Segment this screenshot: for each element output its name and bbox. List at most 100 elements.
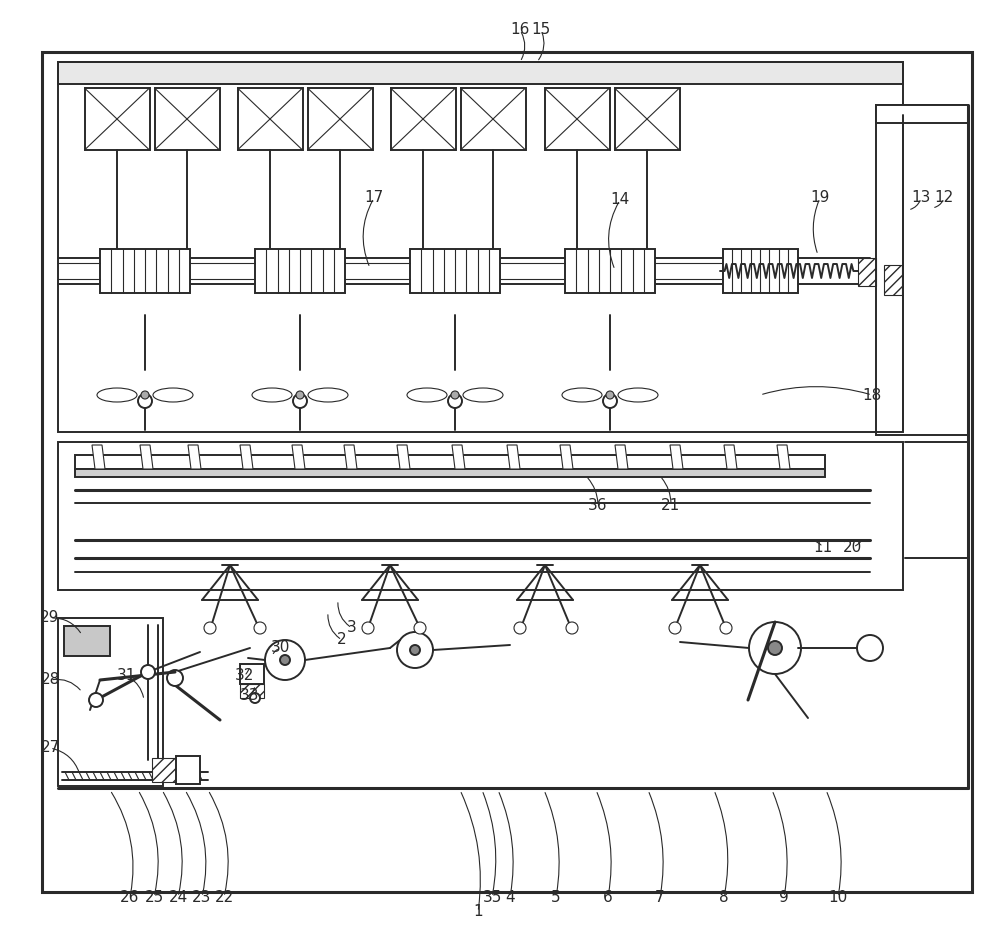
Circle shape: [362, 622, 374, 634]
Bar: [75, 455, 825, 469]
Polygon shape: [777, 445, 790, 469]
Text: 19: 19: [810, 191, 830, 205]
Ellipse shape: [463, 388, 503, 402]
Circle shape: [603, 394, 617, 408]
Bar: [176, 756, 200, 784]
Circle shape: [204, 622, 216, 634]
Text: 2: 2: [337, 632, 347, 647]
Ellipse shape: [562, 388, 602, 402]
Polygon shape: [452, 445, 465, 469]
Bar: [240, 664, 264, 684]
Bar: [42, 52, 972, 892]
Text: 11: 11: [813, 540, 833, 555]
Polygon shape: [140, 445, 153, 469]
Text: 31: 31: [117, 669, 137, 684]
Text: 7: 7: [655, 889, 665, 904]
Text: 5: 5: [551, 889, 561, 904]
Circle shape: [250, 693, 260, 703]
Bar: [876, 105, 968, 123]
Circle shape: [669, 622, 681, 634]
Circle shape: [451, 391, 459, 399]
Text: 30: 30: [270, 641, 290, 656]
Bar: [722, 249, 798, 293]
Bar: [858, 258, 876, 286]
Circle shape: [566, 622, 578, 634]
Polygon shape: [292, 445, 305, 469]
Text: 17: 17: [364, 191, 384, 205]
Bar: [58, 618, 163, 786]
Bar: [390, 88, 456, 150]
Text: 23: 23: [192, 889, 212, 904]
Circle shape: [167, 670, 183, 686]
Bar: [100, 249, 190, 293]
Bar: [308, 88, 372, 150]
Text: 16: 16: [510, 22, 530, 37]
Text: 12: 12: [934, 191, 954, 205]
Bar: [884, 265, 902, 295]
Bar: [58, 442, 903, 590]
Bar: [238, 88, 302, 150]
Polygon shape: [507, 445, 520, 469]
Bar: [152, 758, 176, 782]
Polygon shape: [188, 445, 201, 469]
Circle shape: [138, 394, 152, 408]
Ellipse shape: [153, 388, 193, 402]
Text: 26: 26: [120, 889, 140, 904]
Text: 27: 27: [40, 741, 60, 756]
Polygon shape: [344, 445, 357, 469]
Text: 20: 20: [843, 540, 863, 555]
Text: 14: 14: [610, 192, 630, 207]
Polygon shape: [560, 445, 573, 469]
Text: 13: 13: [911, 191, 931, 205]
Text: 28: 28: [40, 672, 60, 687]
Circle shape: [141, 665, 155, 679]
Text: 9: 9: [779, 889, 789, 904]
Text: 8: 8: [719, 889, 729, 904]
Text: 6: 6: [603, 889, 613, 904]
Polygon shape: [240, 445, 253, 469]
Text: 29: 29: [40, 611, 60, 626]
Text: 35: 35: [482, 889, 502, 904]
Ellipse shape: [97, 388, 137, 402]
Text: 15: 15: [531, 22, 551, 37]
Circle shape: [254, 622, 266, 634]
Text: 10: 10: [828, 889, 848, 904]
Ellipse shape: [618, 388, 658, 402]
Text: 3: 3: [347, 620, 357, 635]
Bar: [84, 88, 150, 150]
Polygon shape: [92, 445, 105, 469]
Circle shape: [141, 391, 149, 399]
Bar: [565, 249, 655, 293]
Polygon shape: [397, 445, 410, 469]
Circle shape: [293, 394, 307, 408]
Polygon shape: [615, 445, 628, 469]
Circle shape: [720, 622, 732, 634]
Text: 36: 36: [588, 499, 608, 514]
Ellipse shape: [308, 388, 348, 402]
Bar: [255, 249, 345, 293]
Circle shape: [89, 693, 103, 707]
Text: 21: 21: [661, 499, 681, 514]
Text: 4: 4: [505, 889, 515, 904]
Bar: [240, 684, 264, 698]
Bar: [614, 88, 680, 150]
Bar: [410, 249, 500, 293]
Ellipse shape: [407, 388, 447, 402]
Text: 24: 24: [168, 889, 188, 904]
Text: 1: 1: [473, 904, 483, 919]
Circle shape: [448, 394, 462, 408]
Ellipse shape: [252, 388, 292, 402]
Circle shape: [514, 622, 526, 634]
Text: 33: 33: [240, 688, 260, 703]
Polygon shape: [670, 445, 683, 469]
Bar: [544, 88, 610, 150]
Bar: [75, 469, 825, 477]
Bar: [58, 62, 903, 432]
Bar: [58, 62, 903, 84]
Text: 25: 25: [144, 889, 164, 904]
Circle shape: [606, 391, 614, 399]
Circle shape: [280, 655, 290, 665]
Circle shape: [296, 391, 304, 399]
Bar: [64, 626, 110, 656]
Bar: [154, 88, 220, 150]
